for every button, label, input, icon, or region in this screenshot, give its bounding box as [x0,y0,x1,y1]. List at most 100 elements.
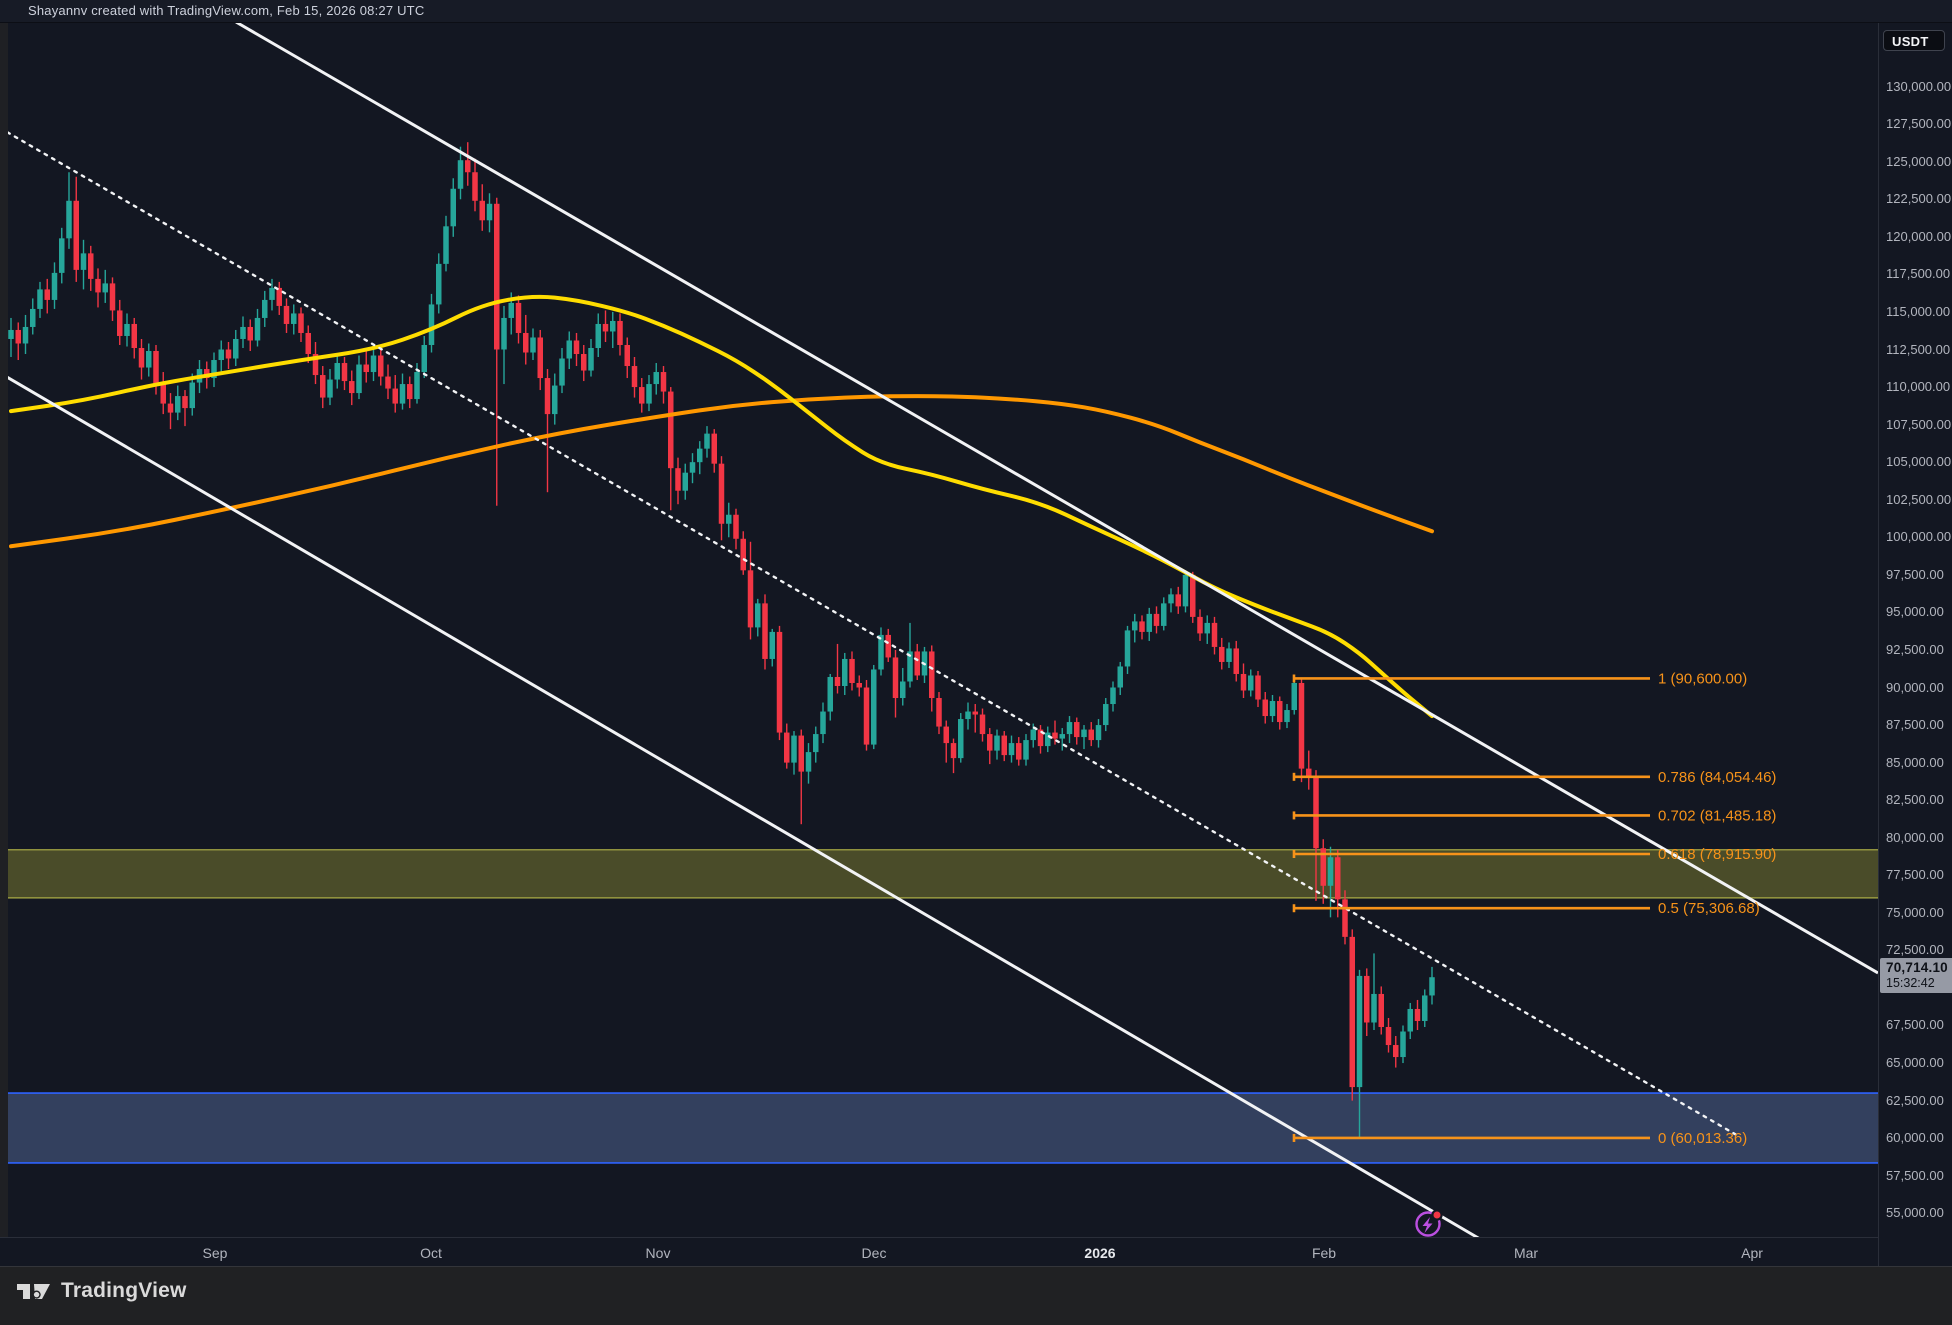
candle-body [1277,701,1283,723]
candle-body [1342,899,1348,937]
candle-body [291,313,297,324]
price-tick: 107,500.00 [1886,416,1952,432]
candle-body [1008,743,1015,756]
supply-zone-fill [0,849,1878,898]
candle-body [820,711,826,735]
candle-body [595,323,601,348]
candle-body [1081,729,1087,738]
candle-body [1095,725,1102,741]
candle-body [958,719,964,759]
candle-body [131,323,137,348]
candle-body [312,354,319,376]
price-tick: 117,500.00 [1886,266,1951,282]
candle-body [109,283,116,311]
candle-body [639,387,645,404]
candle-body [298,313,304,333]
candle-body [146,351,152,368]
candle-body [240,326,246,339]
fib-label-0.702: 0.702 (81,485.18) [1658,807,1776,824]
price-tick: 130,000.00 [1886,78,1952,94]
candle-body [1378,993,1384,1028]
candle-body [494,203,500,350]
time-tick-feb: Feb [1311,1245,1337,1261]
price-tick: 127,500.00 [1886,116,1952,132]
candle-body [1429,977,1435,996]
attribution-bar: Shayannv created with TradingView.com, F… [0,0,1952,23]
time-axis[interactable]: Sep Oct Nov Dec 2026 Feb Mar Apr [0,1237,1952,1267]
candle-body [1146,613,1152,632]
price-axis[interactable]: USDT 130,000.00 127,500.00 125,000.00 122,5… [1878,22,1952,1266]
candle-body [689,462,696,473]
flash-icon[interactable] [1415,1209,1443,1237]
price-tick: 105,000.00 [1886,454,1952,470]
candle-body [349,381,355,394]
candle-body [1052,732,1058,739]
candle-body [798,735,804,772]
time-tick-mar: Mar [1513,1245,1539,1261]
price-tick: 55,000.00 [1886,1205,1944,1221]
candle-body [1407,1008,1413,1032]
upper-channel-line[interactable] [235,20,1878,975]
candle-body [124,323,130,336]
tradingview-logo[interactable]: TradingView [16,1279,187,1303]
candle-body [856,682,862,688]
candle-body [552,385,558,415]
candle-body [1211,622,1218,647]
candle-body [1088,729,1094,741]
candle-body [341,363,348,382]
candle-body [1045,732,1051,747]
price-tick: 115,000.00 [1886,303,1951,319]
demand-zone [0,1092,1878,1164]
chart-canvas[interactable]: 1 (90,600.00) 0.786 (84,054.46) 0.702 (81,… [0,0,1878,1244]
lower-channel-line[interactable] [0,371,1481,1241]
candle-body [588,347,594,371]
candle-body [1356,975,1363,1088]
candle-body [537,337,543,379]
candle-body [51,272,58,300]
candle-body [979,714,986,735]
candle-body [392,388,398,404]
candle-body [138,347,145,368]
candle-body [1124,630,1131,667]
candle-body [581,354,587,371]
candle-body [892,657,899,699]
candle-body [791,735,797,763]
candle-body [1400,1031,1406,1058]
candle-body [646,384,652,404]
fib-label-1: 1 (90,600.00) [1658,670,1747,687]
price-tick: 112,500.00 [1886,341,1951,357]
candle-body [247,326,253,341]
candle-body [283,305,290,324]
supply-zone [0,848,1878,899]
candle-body [218,349,224,361]
fib-retracement[interactable]: 1 (90,600.00) 0.786 (84,054.46) 0.702 (81,… [1292,670,1776,1147]
candle-body [1219,646,1225,662]
candle-body [1248,675,1254,691]
candle-body [1393,1045,1399,1058]
candle-body [153,351,159,385]
candle-body [1197,616,1203,634]
mid-dotted-line[interactable] [0,126,1742,1139]
candle-body [269,287,275,300]
candle-body [1132,621,1138,631]
fib-label-0: 0 (60,013.36) [1658,1130,1747,1147]
candle-body [95,278,101,293]
candle-body [479,200,485,221]
candle-body [1023,740,1029,760]
candle-body [1327,857,1334,886]
price-tick: 62,500.00 [1886,1092,1944,1108]
candle-body [363,364,369,373]
candle-body [834,676,841,686]
candle-body [1059,734,1065,739]
candle-body [726,514,732,524]
candle-body [530,337,536,353]
candle-body [929,651,935,699]
fib-label-0.5: 0.5 (75,306.68) [1658,900,1760,917]
candle-body [1175,594,1181,607]
fib-label-0.786: 0.786 (84,054.46) [1658,769,1776,786]
candle-body [233,338,239,359]
fib-label-0.618: 0.618 (78,915.90) [1658,846,1776,863]
candle-body [711,433,717,464]
symbol-badge[interactable]: USDT [1883,30,1945,51]
candle-body [624,344,630,367]
